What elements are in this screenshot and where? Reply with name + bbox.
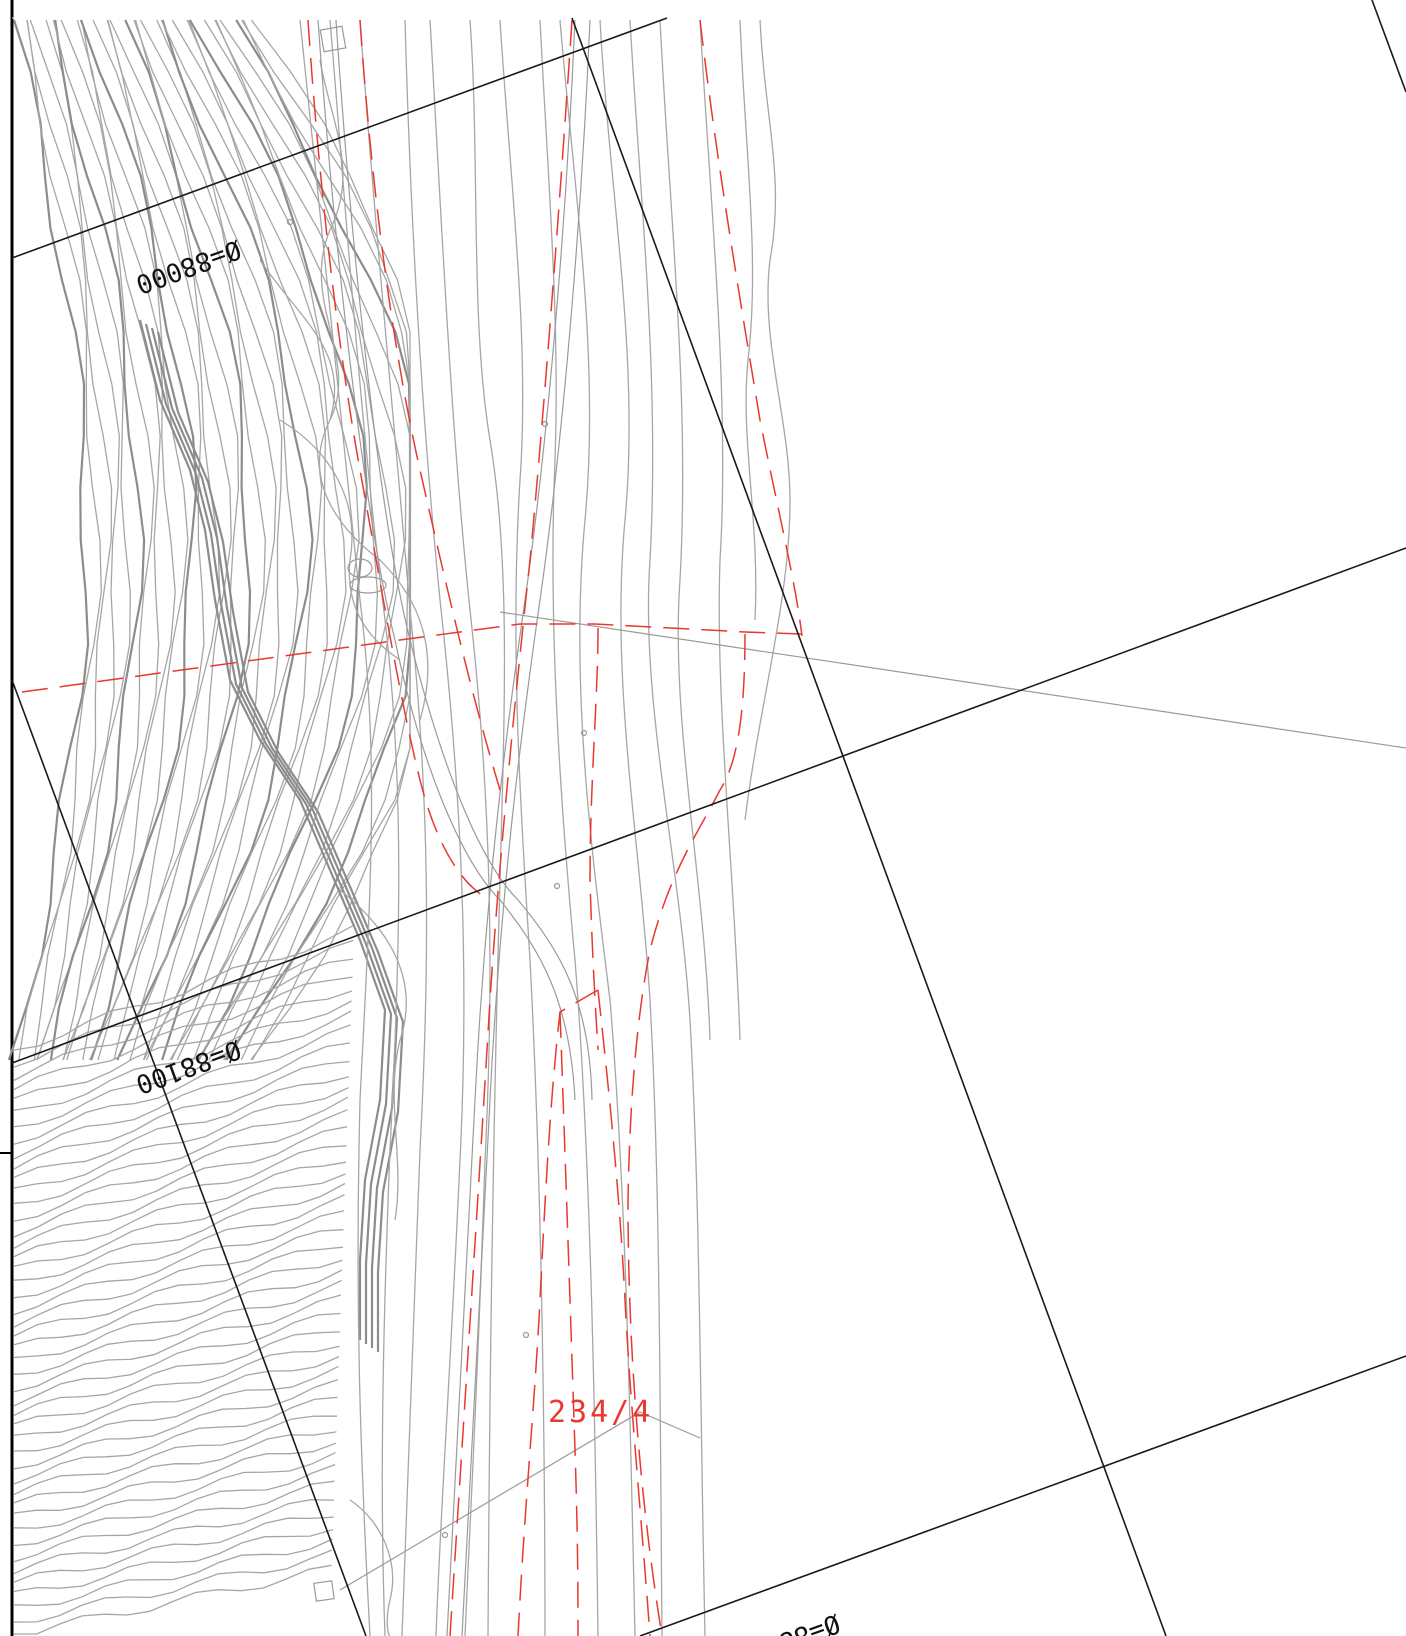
- contour-line: [60, 19, 161, 1061]
- contour-line: [13, 1194, 345, 1299]
- contour-line: [13, 924, 355, 1051]
- contour-line: [13, 1549, 333, 1623]
- contour-line: [13, 1294, 342, 1393]
- contour-line: [161, 19, 314, 1061]
- contour-line: [13, 1246, 344, 1337]
- ridge-line: [138, 319, 387, 1340]
- contour-line: [13, 1096, 349, 1204]
- parcel-number: 234/4: [548, 1395, 653, 1430]
- contour-line: [18, 19, 102, 1061]
- contour-line: [13, 1210, 345, 1316]
- contour-line: [169, 19, 328, 1061]
- ridge-line: [144, 323, 393, 1344]
- contour-lines-valley: [259, 19, 791, 1636]
- contour-line: [13, 958, 354, 1082]
- contour-line: [13, 1480, 335, 1563]
- station-label-bottom: Ø=88200: [731, 1607, 844, 1636]
- contour-line: [81, 19, 189, 1061]
- contour-line: [133, 19, 277, 1061]
- contour-line: [13, 1452, 336, 1529]
- contour-line: [52, 19, 155, 1061]
- contour-line: [188, 19, 368, 1061]
- contour-line: [13, 1126, 348, 1238]
- contour-line: [139, 19, 283, 1061]
- contour-line: [14, 1564, 332, 1635]
- contour-line: [160, 19, 323, 1061]
- contour-line: [208, 19, 396, 1061]
- contour-line: [13, 1182, 346, 1281]
- contour-line: [13, 1042, 351, 1160]
- contour-line: [196, 19, 379, 1061]
- contour-line: [79, 19, 198, 1061]
- contour-line: [109, 19, 240, 1061]
- contour-line: [129, 19, 266, 1061]
- contour-line: [13, 1229, 344, 1328]
- contour-line: [13, 1000, 352, 1111]
- ridge-line: [156, 331, 405, 1352]
- map-labels: Ø=88000 Ø=88100 Ø=88200 234/4: [132, 233, 844, 1636]
- contour-line: [13, 1269, 343, 1359]
- contour-lines-slope: [7, 19, 412, 1635]
- contour-line: [13, 1378, 339, 1470]
- contour-line: [88, 19, 205, 1061]
- contour-line: [7, 19, 90, 1061]
- contour-line: [13, 1109, 348, 1222]
- contour-line: [107, 19, 232, 1061]
- parcel-boundaries: [21, 19, 803, 1636]
- contour-line: [13, 1145, 347, 1249]
- contour-line: [13, 1010, 352, 1128]
- contour-line: [13, 1024, 351, 1145]
- road-track: [317, 19, 593, 1636]
- contour-line: [13, 1161, 347, 1258]
- contour-line: [13, 1087, 349, 1189]
- contour-line: [13, 1431, 337, 1504]
- contour-line: [13, 1331, 341, 1416]
- contour-line: [13, 1076, 350, 1178]
- contour-line: [13, 1463, 336, 1547]
- contour-line: [13, 1345, 340, 1425]
- contour-line: [13, 1499, 335, 1575]
- contour-line: [13, 990, 353, 1099]
- contour-line: [13, 1415, 338, 1496]
- station-grid: [11, 0, 1406, 1636]
- contour-line: [145, 19, 299, 1061]
- contour-line: [97, 19, 221, 1061]
- contour-line: [13, 939, 354, 1068]
- contour-line: [13, 1356, 340, 1436]
- contour-line: [13, 1365, 339, 1452]
- reference-line: [339, 611, 1406, 1591]
- contour-line: [188, 19, 360, 1061]
- contour-line: [26, 19, 113, 1061]
- contour-line: [13, 1312, 341, 1407]
- contour-line: [214, 19, 407, 1061]
- contour-line: [116, 19, 252, 1061]
- contour-line: [13, 1528, 334, 1593]
- contour-line: [13, 1442, 337, 1514]
- contour-line: [13, 1516, 334, 1583]
- contour-line: [176, 19, 347, 1061]
- contour-line: [66, 19, 176, 1061]
- contour-line: [29, 19, 120, 1061]
- contour-line: [49, 19, 146, 1061]
- contour-line: [13, 1259, 343, 1346]
- contour-line: [13, 976, 353, 1091]
- ridge-line: [150, 327, 399, 1348]
- contour-line: [13, 1173, 346, 1267]
- contour-line: [250, 19, 411, 1061]
- contour-line: [13, 1279, 342, 1375]
- contour-line: [13, 1538, 333, 1606]
- contour-line: [13, 1060, 350, 1170]
